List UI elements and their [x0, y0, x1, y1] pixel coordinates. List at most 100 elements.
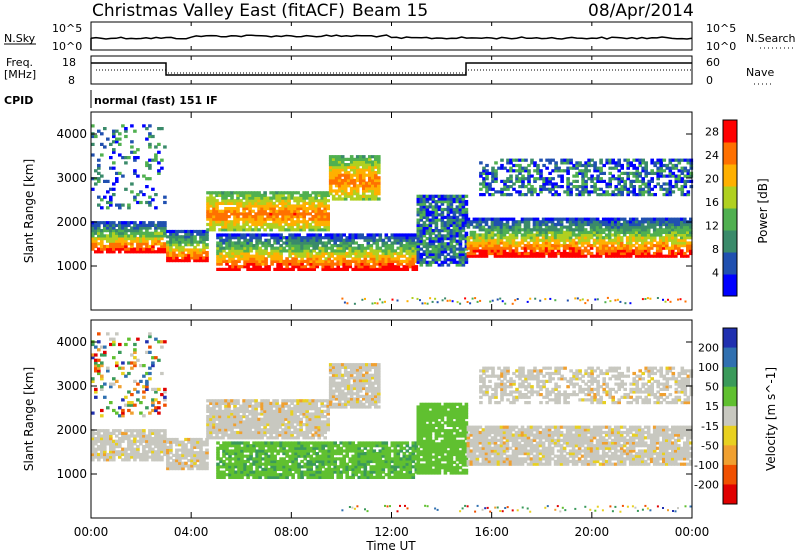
heatmap-cell: [97, 229, 101, 233]
heatmap-cell: [175, 253, 179, 257]
heatmap-cell: [505, 222, 510, 227]
heatmap-cell: [677, 220, 681, 224]
heatmap-cell: [157, 437, 161, 441]
heatmap-cell: [340, 197, 345, 201]
heatmap-cell: [261, 251, 265, 256]
heatmap-cell: [284, 423, 288, 427]
heatmap-cell: [487, 246, 492, 250]
heatmap-cell: [216, 262, 220, 266]
heatmap-cell: [371, 184, 375, 188]
heatmap-cell: [683, 158, 688, 162]
heatmap-cell: [411, 257, 416, 261]
heatmap-cell: [568, 244, 573, 248]
heatmap-cell: [243, 262, 247, 266]
heatmap-cell: [311, 225, 315, 229]
heatmap-cell: [520, 238, 525, 242]
heatmap-cell: [302, 225, 306, 229]
heatmap-cell: [272, 193, 276, 197]
heatmap-cell: [440, 252, 445, 256]
heatmap-cell: [91, 221, 95, 225]
heatmap-cell: [166, 256, 170, 260]
heatmap-cell: [314, 225, 318, 229]
heatmap-cell: [641, 190, 645, 194]
heatmap-cell: [484, 249, 489, 253]
heatmap-cell: [219, 238, 223, 242]
heatmap-cell: [553, 246, 558, 250]
heatmap-cell: [358, 171, 363, 175]
heatmap-cell: [263, 415, 267, 419]
heatmap-cell: [411, 241, 416, 245]
heatmap-cell: [569, 158, 573, 162]
heatmap-cell: [245, 417, 249, 421]
heatmap-cell: [375, 249, 380, 253]
heatmap-cell: [254, 417, 258, 421]
heatmap-cell: [428, 229, 433, 233]
heatmap-cell: [154, 153, 158, 157]
heatmap-cell: [267, 238, 271, 242]
heatmap-cell: [428, 231, 433, 235]
heatmap-cell: [199, 464, 203, 468]
heatmap-cell: [145, 434, 149, 438]
heatmap-cell: [434, 237, 439, 241]
heatmap-cell: [374, 176, 378, 180]
heatmap-cell: [668, 190, 673, 194]
heatmap-cell: [437, 213, 442, 217]
nsearch-tick-top: 10^5: [706, 22, 736, 35]
heatmap-cell: [559, 222, 564, 227]
heatmap-cell: [118, 171, 122, 175]
heatmap-cell: [236, 215, 240, 219]
heatmap-cell: [245, 196, 249, 200]
heatmap-cell: [187, 259, 191, 263]
heatmap-cell: [431, 221, 436, 225]
heatmap-cell: [331, 194, 336, 198]
heatmap-cell: [275, 191, 279, 195]
heatmap-cell: [490, 251, 495, 256]
heatmap-cell: [242, 222, 246, 227]
heatmap-cell: [637, 230, 642, 234]
heatmap-cell: [263, 407, 267, 411]
heatmap-cell: [683, 238, 687, 242]
heatmap-cell: [629, 179, 633, 183]
heatmap-cell: [263, 433, 267, 437]
heatmap-cell: [148, 124, 152, 128]
heatmap-cell: [227, 399, 231, 403]
heatmap-cell: [343, 168, 348, 172]
heatmap-cell: [139, 429, 143, 433]
heatmap-cell: [601, 246, 606, 250]
heatmap-cell: [544, 241, 549, 245]
heatmap-cell: [115, 434, 119, 438]
heatmap-cell: [354, 254, 358, 258]
heatmap-cell: [425, 200, 430, 204]
heatmap-cell: [351, 236, 355, 240]
heatmap-cell: [511, 233, 516, 237]
heatmap-cell: [574, 244, 579, 248]
heatmap-cell: [354, 233, 358, 237]
heatmap-cell: [341, 297, 344, 300]
heatmap-cell: [509, 185, 513, 189]
heatmap-cell: [499, 230, 504, 234]
heatmap-cell: [330, 254, 334, 258]
heatmap-cell: [631, 251, 636, 256]
heatmap-cell: [553, 236, 558, 240]
heatmap-cell: [227, 225, 231, 229]
heatmap-cell: [363, 251, 368, 256]
heatmap-cell: [263, 420, 267, 424]
colorbar-tick-label: 4: [712, 267, 719, 280]
heatmap-cell: [517, 251, 522, 256]
heatmap-cell: [620, 177, 624, 181]
heatmap-cell: [202, 259, 206, 263]
heatmap-cell: [514, 228, 519, 232]
heatmap-cell: [209, 423, 213, 427]
heatmap-cell: [384, 249, 389, 253]
heatmap-cell: [393, 238, 398, 242]
heatmap-cell: [115, 129, 119, 133]
heatmap-cell: [641, 298, 644, 301]
heatmap-cell: [340, 163, 345, 167]
heatmap-cell: [216, 267, 220, 271]
heatmap-cell: [236, 433, 240, 437]
heatmap-cell: [422, 239, 427, 243]
heatmap-cell: [263, 412, 267, 416]
heatmap-cell: [399, 241, 404, 245]
heatmap-cell: [562, 236, 567, 240]
heatmap-cell: [640, 217, 645, 221]
